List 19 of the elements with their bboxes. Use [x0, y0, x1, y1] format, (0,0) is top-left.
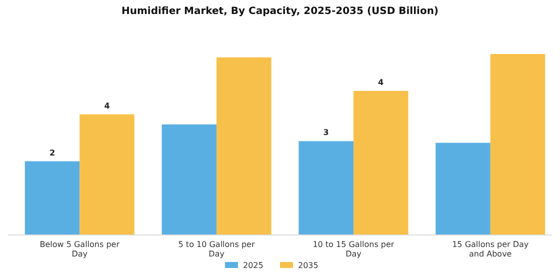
bar: [490, 54, 546, 235]
x-tick-label: 5 to 10 Gallons per Day: [178, 240, 256, 258]
x-tick-label: Below 5 Gallons per Day: [40, 240, 120, 258]
bar: [298, 141, 354, 235]
chart-title: Humidifier Market, By Capacity, 2025-2035 (USD Billion): [121, 6, 439, 17]
bar: [80, 114, 134, 235]
x-tick-label: 15 Gallons per Day and Above: [452, 240, 529, 258]
legend-label: 2035: [298, 261, 318, 270]
data-label: 3: [323, 128, 329, 138]
bar: [216, 57, 272, 235]
bar: [24, 161, 80, 235]
bar: [353, 90, 408, 235]
bar: [162, 124, 217, 235]
data-label: 4: [104, 101, 110, 110]
data-label: 4: [378, 78, 384, 87]
bar: [436, 142, 490, 235]
legend-label: 2025: [243, 261, 264, 270]
data-label: 2: [49, 148, 56, 158]
x-tick-label: 10 to 15 Gallons per Day: [312, 240, 395, 258]
